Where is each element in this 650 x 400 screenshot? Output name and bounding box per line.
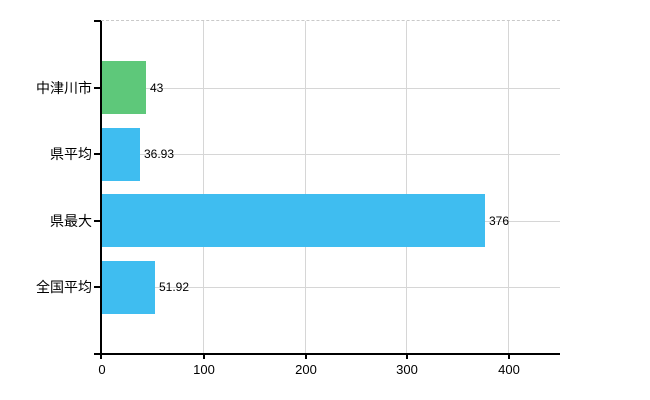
v-gridline xyxy=(406,21,407,353)
category-label: 中津川市 xyxy=(36,80,92,96)
x-tick-label: 200 xyxy=(295,362,317,377)
x-tick-label: 0 xyxy=(98,362,106,377)
x-axis-tick xyxy=(203,355,205,359)
y-axis-tick xyxy=(94,153,101,155)
bar-value-label: 376 xyxy=(489,214,510,228)
y-axis-tick xyxy=(94,286,101,288)
v-gridline xyxy=(508,21,509,353)
category-label: 県最大 xyxy=(50,213,92,229)
bar-value-label: 43 xyxy=(150,81,164,95)
x-tick-label: 100 xyxy=(193,362,215,377)
y-axis-tick xyxy=(94,220,101,222)
x-axis-tick xyxy=(508,355,510,359)
bar xyxy=(102,194,485,247)
category-label: 県平均 xyxy=(50,146,92,162)
h-gridline xyxy=(102,88,560,89)
bar-value-label: 36.93 xyxy=(144,147,175,161)
x-axis-tick xyxy=(406,355,408,359)
v-gridline xyxy=(203,21,204,353)
plot-top-border xyxy=(101,20,560,21)
h-gridline xyxy=(102,287,560,288)
category-label: 全国平均 xyxy=(36,279,92,295)
x-axis-line xyxy=(94,353,560,355)
x-tick-label: 300 xyxy=(396,362,418,377)
bar xyxy=(102,261,155,314)
bar xyxy=(102,61,146,114)
h-gridline xyxy=(102,154,560,155)
v-gridline xyxy=(305,21,306,353)
x-tick-label: 400 xyxy=(498,362,520,377)
bar-value-label: 51.92 xyxy=(159,280,190,294)
bar xyxy=(102,128,140,181)
y-axis-top-tick xyxy=(94,20,101,22)
x-axis-tick xyxy=(305,355,307,359)
y-axis-tick xyxy=(94,87,101,89)
y-axis-line xyxy=(100,21,102,359)
